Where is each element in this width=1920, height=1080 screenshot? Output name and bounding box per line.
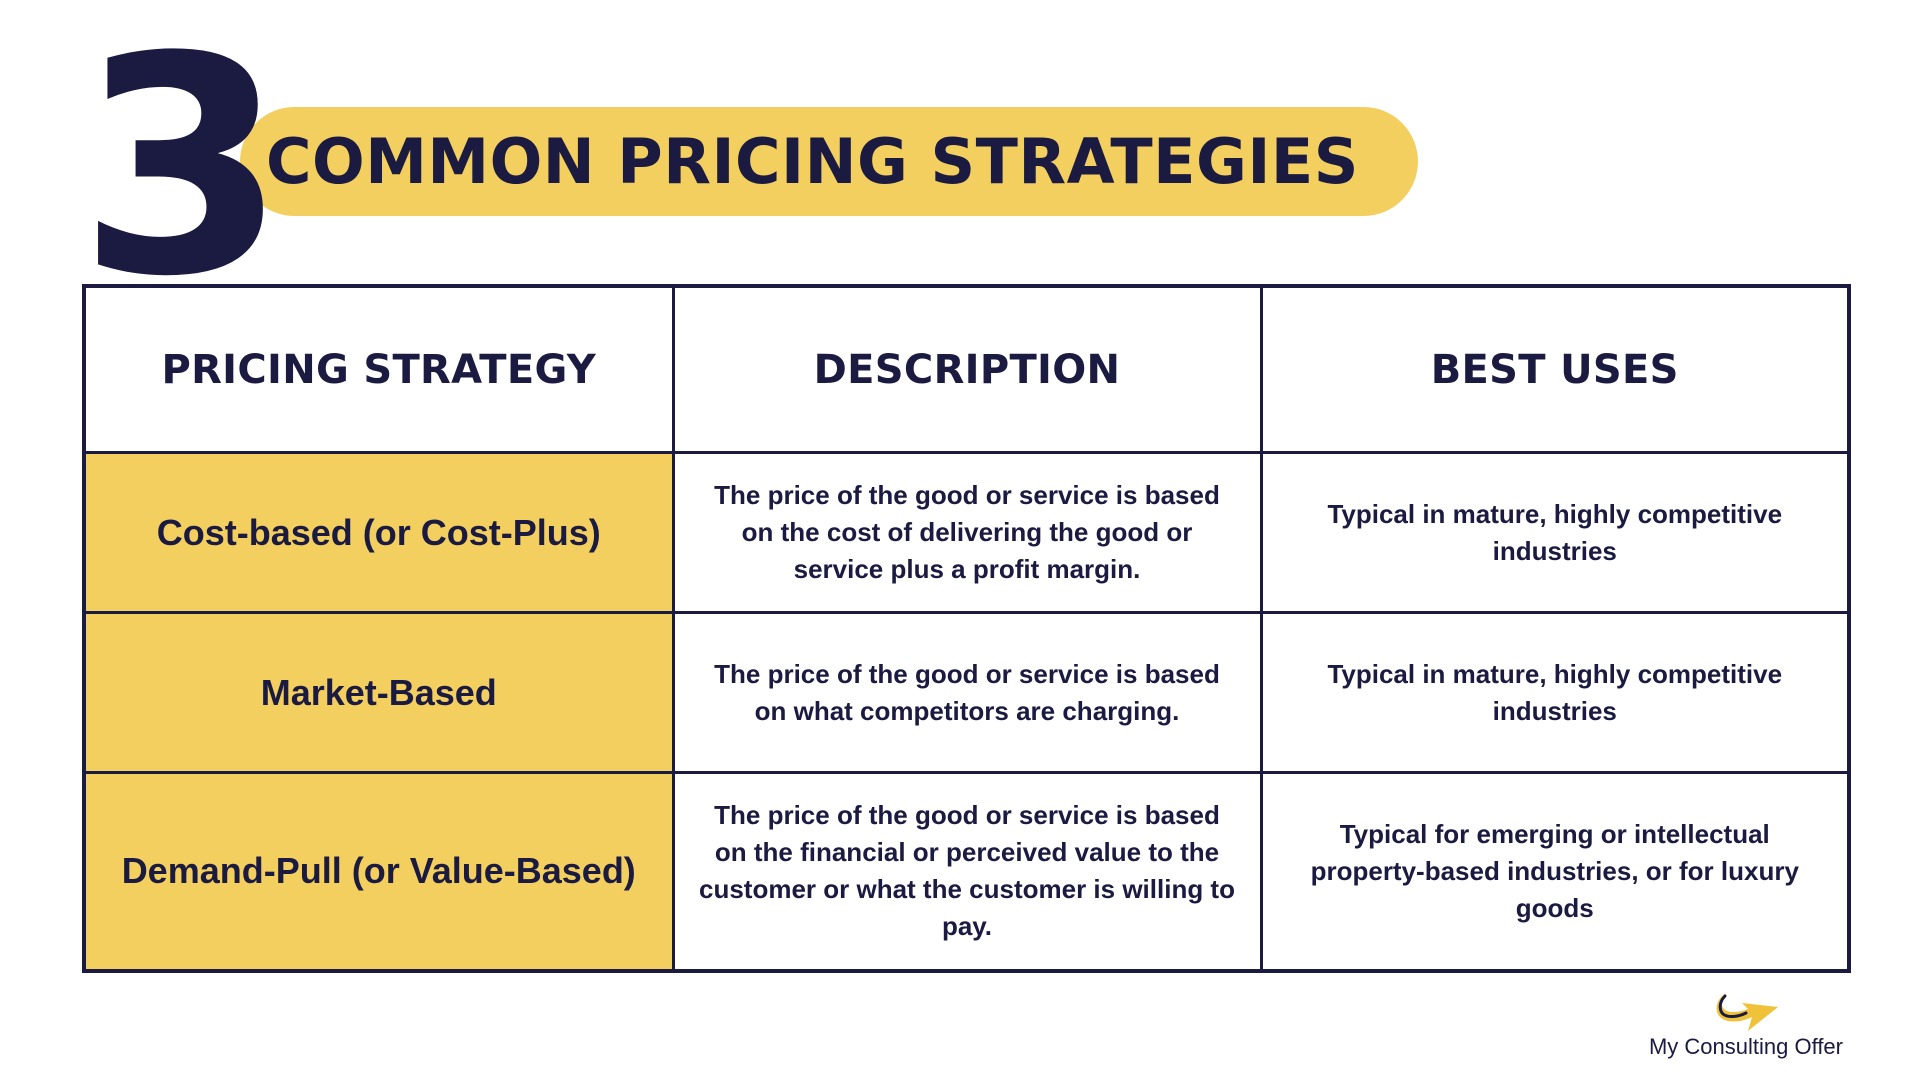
brand-logo: My Consulting Offer	[1646, 988, 1846, 1068]
pricing-strategies-table: PRICING STRATEGY DESCRIPTION BEST USES C…	[82, 284, 1851, 973]
best-uses-cell: Typical for emerging or intellectual pro…	[1259, 771, 1851, 972]
page-title: COMMON PRICING STRATEGIES	[266, 125, 1359, 198]
curved-arrow-icon	[1716, 993, 1778, 1031]
title-banner	[240, 107, 1418, 216]
table-header-row: PRICING STRATEGY DESCRIPTION BEST USES	[82, 284, 1851, 454]
column-header-strategy: PRICING STRATEGY	[82, 284, 675, 454]
description-cell: The price of the good or service is base…	[671, 611, 1263, 774]
table-row: Market-Based The price of the good or se…	[82, 611, 1851, 774]
description-cell: The price of the good or service is base…	[671, 771, 1263, 972]
description-cell: The price of the good or service is base…	[671, 451, 1263, 614]
table-row: Demand-Pull (or Value-Based) The price o…	[82, 771, 1851, 972]
best-uses-cell: Typical in mature, highly competitive in…	[1259, 611, 1851, 774]
column-header-best-uses: BEST USES	[1259, 284, 1851, 454]
brand-name: My Consulting Offer	[1648, 1034, 1843, 1059]
table-row: Cost-based (or Cost-Plus) The price of t…	[82, 451, 1851, 614]
strategy-cell: Cost-based (or Cost-Plus)	[82, 451, 675, 614]
strategy-cell: Market-Based	[82, 611, 675, 774]
column-header-description: DESCRIPTION	[671, 284, 1263, 454]
strategy-cell: Demand-Pull (or Value-Based)	[82, 771, 675, 972]
big-number-three: 3	[78, 0, 287, 342]
best-uses-cell: Typical in mature, highly competitive in…	[1259, 451, 1851, 614]
